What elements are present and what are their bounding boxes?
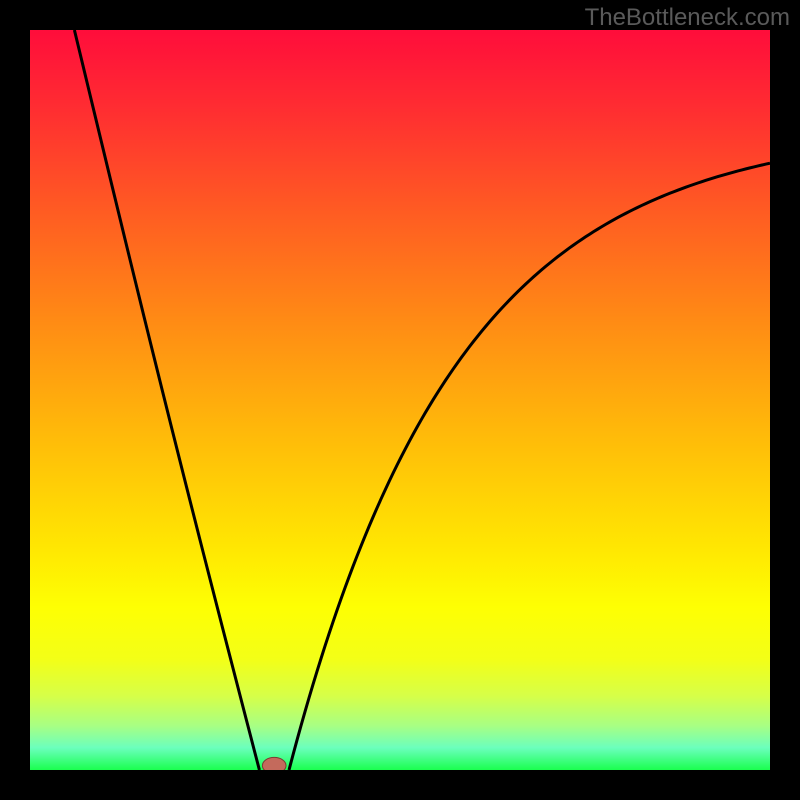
gradient-background xyxy=(30,30,770,770)
plot-area xyxy=(30,30,770,770)
optimal-point-marker xyxy=(262,757,286,770)
watermark-text: TheBottleneck.com xyxy=(585,4,790,32)
chart-container: TheBottleneck.com xyxy=(0,0,800,800)
bottleneck-chart-svg xyxy=(30,30,770,770)
